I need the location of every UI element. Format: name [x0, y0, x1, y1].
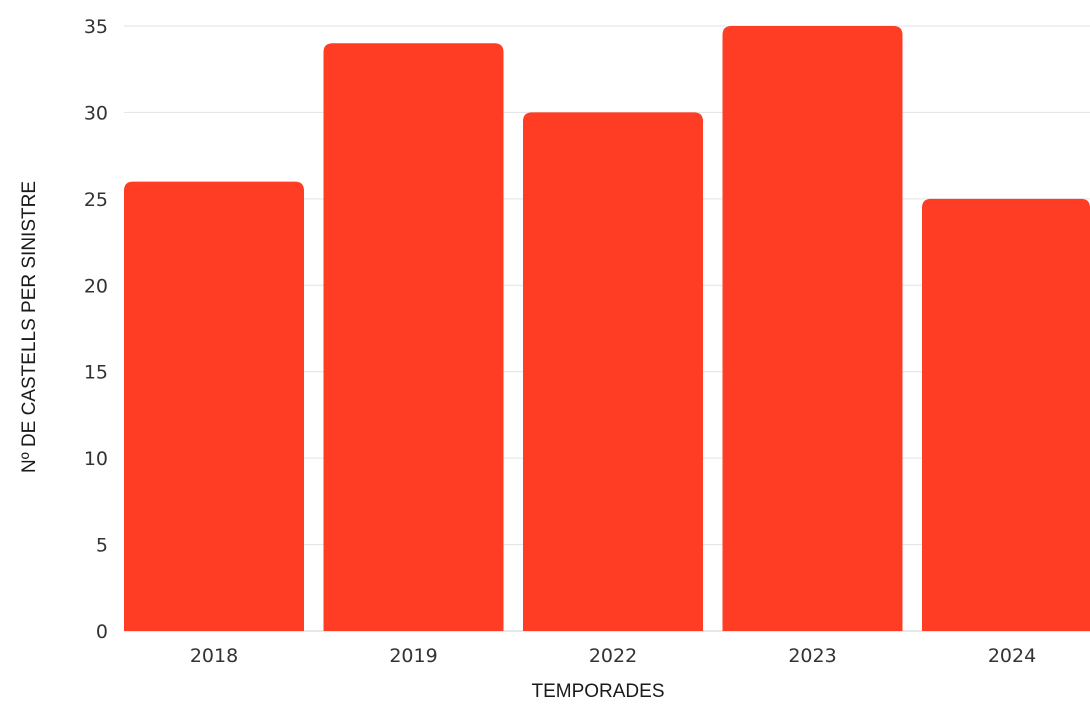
y-tick-label: 10	[84, 448, 108, 470]
y-tick-label: 30	[84, 102, 108, 124]
y-tick-label: 5	[96, 535, 108, 557]
x-axis-ticks: 2018 2019 2022 2023 2024	[190, 645, 1036, 667]
y-tick-label: 20	[84, 275, 108, 297]
bar-2019	[323, 43, 504, 632]
y-axis-ticks: 0 5 10 15 20 25 30 35	[84, 16, 108, 643]
y-tick-label: 35	[84, 16, 108, 38]
x-tick-label: 2019	[389, 645, 437, 667]
bar-2024	[922, 198, 1090, 631]
x-tick-label: 2018	[190, 645, 238, 667]
y-axis-title: Nº DE CASTELLS PER SINISTRE	[19, 181, 40, 473]
x-tick-label: 2022	[589, 645, 637, 667]
y-tick-label: 15	[84, 362, 108, 384]
bar-2023	[722, 26, 903, 631]
x-tick-label: 2023	[788, 645, 836, 667]
y-tick-label: 0	[96, 621, 108, 643]
bars	[124, 26, 1090, 632]
bar-2022	[523, 112, 703, 631]
y-tick-label: 25	[84, 189, 108, 211]
bar-2018	[124, 181, 304, 632]
x-tick-label: 2024	[988, 645, 1036, 667]
x-axis-title: TEMPORADES	[531, 681, 664, 702]
